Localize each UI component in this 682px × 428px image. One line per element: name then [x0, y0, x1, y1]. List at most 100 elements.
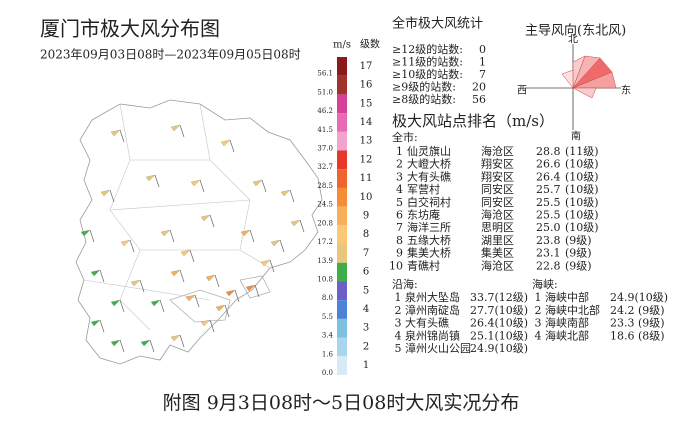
barb-flag: [80, 229, 91, 237]
table-cell: 26.4: [536, 170, 561, 183]
caption: 附图 9月3日08时～5日08时大风实况分布: [163, 392, 520, 414]
level-label: 13: [360, 136, 373, 147]
speed-label: 37.0: [317, 145, 333, 153]
color-swatch: [337, 150, 347, 170]
table-cell: 18.6 (8级): [610, 329, 665, 342]
table-cell: 军营村: [407, 182, 440, 196]
table-cell: 25.1(10级): [470, 329, 528, 342]
level-label: 15: [360, 98, 373, 109]
stats-label: ≥11级的站数:: [392, 55, 463, 69]
rose-east: 东: [621, 84, 631, 97]
table-cell: 漳州南碇岛: [405, 303, 460, 317]
level-label: 7: [363, 248, 369, 259]
stats-count: 20: [472, 81, 486, 94]
barb-staff: [159, 299, 165, 313]
barb-flag: [225, 289, 236, 297]
speed-label: 3.4: [322, 332, 334, 340]
table-cell: 22.8: [536, 259, 561, 272]
table-cell: 海峡中部: [545, 290, 589, 304]
barb-staff: [254, 284, 260, 298]
table-cell: (9级): [565, 234, 592, 247]
table-cell: 东坊庵: [407, 208, 440, 222]
level-label: 3: [363, 323, 369, 334]
table-cell: 10: [389, 259, 403, 272]
color-swatch: [337, 187, 347, 207]
barb-flag: [260, 259, 271, 267]
speed-label: 24.5: [317, 201, 333, 209]
barb-flag: [240, 229, 251, 237]
barb-staff: [169, 229, 175, 243]
table-cell: 26.4(10级): [470, 317, 528, 330]
table-cell: 漳州火山公园: [405, 341, 471, 355]
table-cell: 海峡北部: [545, 328, 589, 342]
speed-label: 46.2: [317, 107, 333, 115]
table-cell: 2: [395, 304, 402, 317]
barb-staff: [261, 179, 267, 193]
ranking-title: 极大风站点排名（m/s）: [392, 112, 554, 130]
speed-label: 0.0: [322, 369, 333, 377]
stats-label: ≥9级的站数:: [392, 80, 456, 94]
strait-label: 海峡:: [532, 277, 558, 291]
barb-staff: [179, 269, 185, 283]
level-label: 16: [360, 80, 373, 91]
table-cell: 2: [535, 304, 542, 317]
speed-label: 28.5: [317, 182, 333, 190]
speed-label: 56.1: [317, 70, 333, 78]
table-cell: 28.8: [536, 145, 561, 158]
table-cell: 26.6: [536, 158, 561, 171]
barb-staff: [149, 339, 155, 353]
barb-staff: [299, 219, 305, 233]
table-cell: 集美大桥: [407, 246, 451, 260]
table-cell: (10级): [565, 170, 599, 183]
table-cell: 3: [396, 170, 403, 183]
table-cell: 4: [535, 329, 542, 342]
speed-label: 51.0: [317, 88, 333, 96]
table-cell: 25.5: [536, 196, 561, 209]
ranking-tables: 1 仙灵旗山 海沧区 28.8 (11级)2 大嶝大桥 翔安区 26.6 (10级)3 大有头礁翔…: [389, 144, 668, 355]
color-swatch: [337, 244, 347, 263]
barb-staff: [119, 129, 125, 143]
stats-count: 7: [479, 68, 486, 81]
barb-flag: [205, 274, 216, 282]
barb-flag: [185, 294, 196, 302]
barb-flag: [215, 304, 226, 312]
color-swatch: [337, 356, 347, 375]
color-swatch: [337, 262, 347, 282]
barb-staff: [224, 304, 230, 318]
table-cell: 五缘大桥: [407, 233, 451, 247]
city-label: 全市:: [392, 130, 418, 144]
barb-flag: [170, 334, 181, 342]
barb-staff: [289, 189, 295, 203]
table-cell: 6: [396, 209, 403, 222]
table-cell: 3: [535, 317, 542, 330]
table-cell: 2: [396, 158, 403, 171]
table-cell: (10级): [565, 183, 599, 196]
barb-flag: [90, 269, 101, 277]
barb-flag: [200, 319, 211, 327]
table-cell: 大有头礁: [405, 316, 449, 330]
rose-title: 主导风向(东北风): [525, 23, 626, 39]
barb-flag: [290, 219, 301, 227]
rose-west: 西: [517, 86, 527, 97]
table-cell: (10级): [565, 158, 599, 171]
table-cell: 8: [396, 234, 403, 247]
table-cell: 泉州锦尚镇: [405, 328, 460, 342]
barb-staff: [189, 249, 195, 263]
barb-staff: [229, 139, 235, 153]
table-cell: 33.7(12级): [470, 291, 528, 304]
table-cell: 海洋三所: [407, 220, 451, 234]
table-cell: 1: [396, 145, 403, 158]
barb-flag: [110, 339, 121, 347]
table-cell: 24.9(10级): [610, 291, 668, 304]
title: 厦门市极大风分布图: [40, 17, 220, 41]
table-cell: (11级): [565, 145, 599, 158]
speed-label: 41.5: [317, 126, 333, 134]
level-label: 10: [360, 192, 373, 203]
table-cell: (10级): [565, 196, 599, 209]
speed-label: 13.9: [317, 257, 333, 265]
table-cell: 海沧区: [481, 208, 514, 222]
speed-label: 1.6: [322, 350, 334, 358]
stats-title: 全市极大风统计: [392, 16, 483, 32]
barb-staff: [214, 274, 220, 288]
barb-flag: [190, 179, 201, 187]
